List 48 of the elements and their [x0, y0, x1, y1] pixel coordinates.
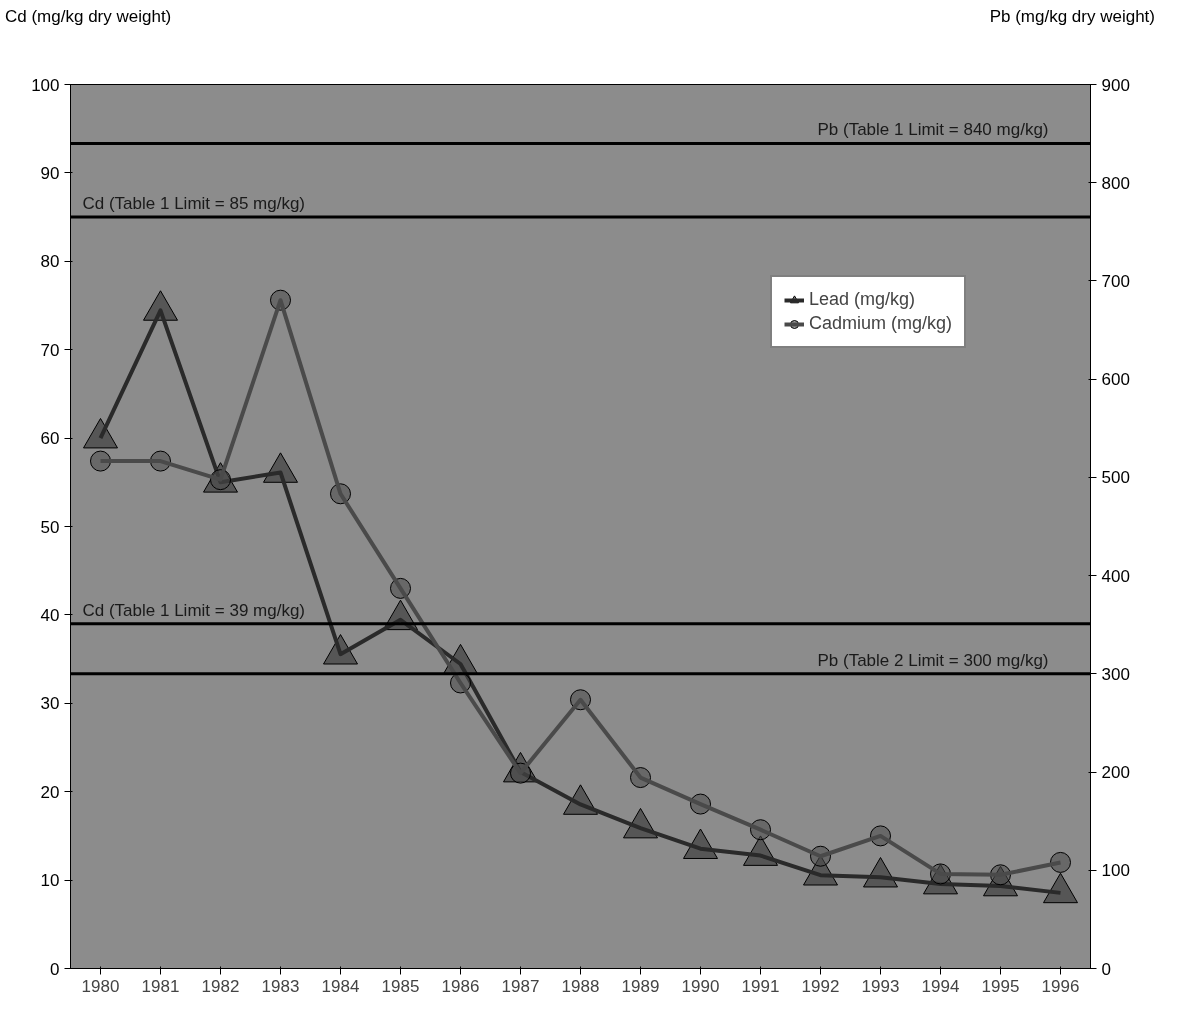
- x-tick-label: 1989: [621, 976, 660, 996]
- y-tick-label: 30: [40, 694, 60, 714]
- x-tick-label: 1996: [1041, 976, 1080, 996]
- x-tick-label: 1994: [921, 976, 960, 996]
- ref-line-label: Cd (Table 1 Limit = 85 mg/kg): [82, 194, 306, 214]
- y-tick-label: 20: [40, 782, 60, 802]
- y2-tick-label: 600: [1101, 370, 1130, 390]
- y2-tick-label: 500: [1101, 468, 1130, 488]
- y-tick-label: 0: [50, 959, 60, 979]
- y-tick-label: 90: [40, 164, 60, 184]
- x-tick-label: 1993: [861, 976, 900, 996]
- y2-tick-label: 100: [1101, 861, 1130, 881]
- y-tick-label: 40: [40, 606, 60, 626]
- y-axis-title: Cd (mg/kg dry weight): [5, 6, 172, 28]
- y-tick-label: 70: [40, 340, 60, 360]
- y-tick-label: 80: [40, 252, 60, 272]
- point: [1050, 852, 1071, 874]
- x-tick-label: 1992: [801, 976, 840, 996]
- y2-axis-title: Pb (mg/kg dry weight): [989, 6, 1155, 28]
- y-tick-label: 100: [31, 75, 60, 95]
- y-tick-label: 60: [40, 429, 60, 449]
- x-tick-label: 1982: [201, 976, 240, 996]
- y2-tick-label: 300: [1101, 665, 1130, 685]
- x-tick-label: 1985: [381, 976, 420, 996]
- y2-tick-label: 700: [1101, 272, 1130, 292]
- x-tick-label: 1980: [81, 976, 120, 996]
- ref-line-label: Pb (Table 2 Limit = 300 mg/kg): [817, 651, 1049, 671]
- legend-label: Lead (mg/kg): [809, 289, 916, 311]
- y-tick-label: 50: [40, 517, 60, 537]
- y-tick-label: 10: [40, 871, 60, 891]
- x-tick-label: 1984: [321, 976, 360, 996]
- x-tick-label: 1995: [981, 976, 1020, 996]
- x-tick-label: 1983: [261, 976, 300, 996]
- y2-tick-label: 400: [1101, 566, 1130, 586]
- point: [90, 450, 111, 472]
- x-tick-label: 1988: [561, 976, 600, 996]
- x-tick-label: 1991: [741, 976, 780, 996]
- y2-tick-label: 900: [1101, 75, 1130, 95]
- y2-tick-label: 800: [1101, 174, 1130, 193]
- legend-label: Cadmium (mg/kg): [809, 313, 953, 335]
- x-tick-label: 1987: [501, 976, 540, 996]
- y2-tick-label: 0: [1101, 959, 1111, 979]
- y2-tick-label: 200: [1101, 763, 1130, 783]
- ref-line-label: Cd (Table 1 Limit = 39 mg/kg): [82, 601, 306, 621]
- x-tick-label: 1981: [141, 976, 180, 996]
- x-tick-label: 1990: [681, 976, 720, 996]
- x-tick-label: 1986: [441, 976, 480, 996]
- ref-line-label: Pb (Table 1 Limit = 840 mg/kg): [817, 120, 1049, 140]
